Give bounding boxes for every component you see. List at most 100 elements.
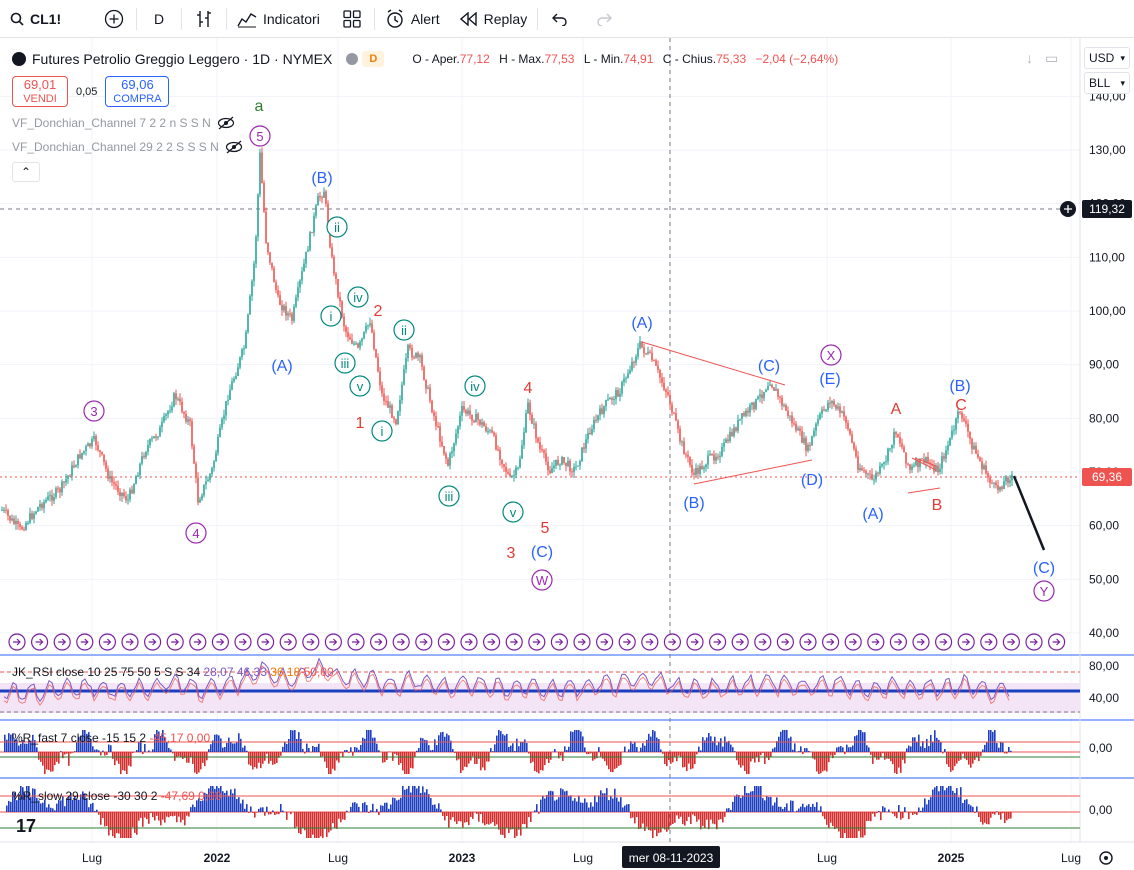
wr-fast-bar xyxy=(180,752,182,757)
wr-fast-bar xyxy=(574,730,576,752)
candle-body xyxy=(845,416,847,423)
arrow-right-icon xyxy=(352,638,360,646)
indicators-button[interactable]: Indicatori xyxy=(227,0,330,38)
eye-hidden-icon[interactable] xyxy=(225,140,243,154)
currency-select[interactable]: USD ▾ xyxy=(1084,47,1130,69)
wr-slow-bar xyxy=(824,812,826,820)
symbol-search-button[interactable]: CL1! xyxy=(0,0,92,38)
wr-slow-bar xyxy=(228,796,230,812)
candle-body xyxy=(609,397,611,400)
wr-slow-bar xyxy=(464,812,466,823)
candle-body xyxy=(71,465,73,477)
wr-slow-bar xyxy=(126,812,128,838)
candle-body xyxy=(779,396,781,398)
candle-body xyxy=(617,390,619,397)
compare-add-button[interactable] xyxy=(92,0,136,38)
market-status-icon[interactable] xyxy=(346,53,359,65)
candle-body xyxy=(305,251,307,264)
candle-body xyxy=(573,466,575,473)
candle-body xyxy=(349,337,351,340)
collapse-legend-button[interactable]: ⌃ xyxy=(12,162,40,182)
candle-body xyxy=(869,473,871,475)
candle-body xyxy=(943,456,945,459)
wr-slow-bar xyxy=(534,810,536,812)
arrow-down-icon[interactable]: ↓ xyxy=(1026,50,1033,66)
candle-body xyxy=(389,405,391,408)
wr-fast-bar xyxy=(316,746,318,752)
wr-slow-bar xyxy=(762,798,764,812)
arrow-right-icon xyxy=(1007,638,1016,646)
candle-body xyxy=(109,476,111,479)
wr-fast-bar xyxy=(314,747,316,752)
delay-badge[interactable]: D xyxy=(362,51,385,67)
rsi-legend[interactable]: JK_RSI close 10 25 75 50 5 S S 34 28,07 … xyxy=(12,665,334,679)
wr-slow-bar xyxy=(252,812,254,813)
candle-body xyxy=(537,438,539,443)
candle-body xyxy=(565,462,567,466)
wr-fast-bar xyxy=(58,752,60,764)
wr-fast-bar xyxy=(112,752,114,759)
wave-label: iv xyxy=(470,379,480,394)
chart-type-button[interactable] xyxy=(182,0,226,38)
indicator-donchian-29[interactable]: VF_Donchian_Channel 29 2 2 S S S N xyxy=(12,140,243,154)
bar-chart-icon xyxy=(197,10,211,27)
wr-slow-bar xyxy=(138,812,140,821)
candle-body xyxy=(23,529,25,531)
wr-fast-bar xyxy=(898,752,900,768)
candle-body xyxy=(31,513,33,519)
unit-select[interactable]: BLL ▾ xyxy=(1084,72,1130,94)
wr-fast-bar xyxy=(396,752,398,756)
candle-body xyxy=(665,389,667,393)
replay-button[interactable]: Replay xyxy=(450,0,538,38)
wr-fast-bar xyxy=(858,730,860,752)
indicator-donchian-7[interactable]: VF_Donchian_Channel 7 2 2 n S S N xyxy=(12,116,235,130)
wr-slow-bar xyxy=(960,787,962,812)
settings-gear-icon[interactable] xyxy=(1099,851,1113,865)
maximize-icon[interactable]: ▭ xyxy=(1045,50,1059,66)
wr-fast-bar xyxy=(346,749,348,752)
candle-body xyxy=(529,402,531,415)
wr-slow-legend[interactable]: %R_slow 29 close -30 30 2 -47,69 0,00 xyxy=(12,789,222,803)
wr-slow-bar xyxy=(40,803,42,812)
wave-label: a xyxy=(255,98,264,115)
candle-body xyxy=(323,191,325,198)
layout-button[interactable] xyxy=(330,0,374,38)
symbol-title[interactable]: Futures Petrolio Greggio Leggero · 1D · … xyxy=(32,51,333,67)
candle-body xyxy=(917,460,919,468)
wr-slow-bar xyxy=(280,804,282,812)
buy-button[interactable]: 69,06 COMPRA xyxy=(105,76,170,107)
candle-body xyxy=(625,377,627,379)
wr-slow-bar xyxy=(122,812,124,838)
candle-body xyxy=(671,404,673,413)
wr-slow-bar xyxy=(418,786,420,812)
wave-label: ii xyxy=(334,220,340,235)
candle-body xyxy=(569,460,571,472)
wr-slow-bar xyxy=(786,803,788,812)
wr-fast-bar xyxy=(272,752,274,765)
candle-body xyxy=(659,369,661,378)
interval-button[interactable]: D xyxy=(137,0,181,38)
wr-slow-tick-label: 0,00 xyxy=(1089,803,1113,817)
eye-hidden-icon[interactable] xyxy=(217,116,235,130)
wr-fast-bar xyxy=(342,752,344,758)
wr-fast-bar xyxy=(18,745,20,752)
candle-body xyxy=(45,500,47,502)
alert-button[interactable]: Alert xyxy=(375,0,450,38)
candle-body xyxy=(187,419,189,422)
wr-fast-legend[interactable]: %R_fast 7 close -15 15 2 -45,17 0,00 xyxy=(12,731,210,745)
wr-fast-bar xyxy=(282,746,284,752)
undo-button[interactable] xyxy=(538,0,582,38)
wr-fast-bar xyxy=(790,736,792,752)
wr-slow-bar xyxy=(16,800,18,812)
wr-slow-bar xyxy=(702,812,704,826)
wr-fast-bar xyxy=(798,750,800,752)
wr-slow-bar xyxy=(612,798,614,812)
grid-icon xyxy=(343,9,361,28)
redo-button[interactable] xyxy=(582,0,626,38)
sell-button[interactable]: 69,01 VENDI xyxy=(12,76,68,107)
candle-body xyxy=(375,349,377,358)
wr-slow-bar xyxy=(232,793,234,812)
wr-slow-bar xyxy=(526,812,528,828)
wave-label-circle xyxy=(326,216,348,238)
